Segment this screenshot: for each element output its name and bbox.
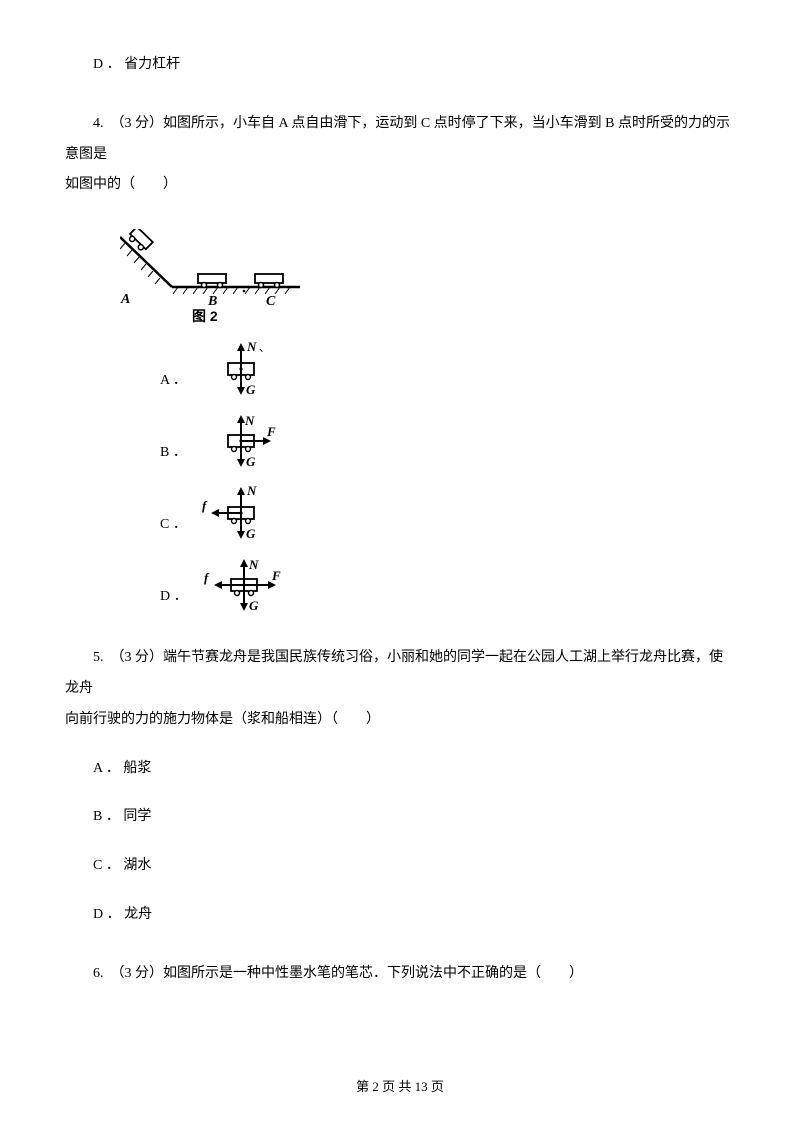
- q5-stem-line2: 向前行驶的力的施力物体是（浆和船相连）（ ）: [65, 705, 735, 736]
- q5-option-b: B ． 同学: [65, 802, 735, 833]
- page-footer: 第 2 页 共 13 页: [0, 1073, 800, 1102]
- label-a: A: [120, 292, 130, 307]
- q6-stem: 6. （3 分）如图所示是一种中性墨水笔的笔芯．下列说法中不正确的是（ ）: [65, 959, 735, 990]
- q4-option-b: B ． N G F: [160, 413, 735, 471]
- svg-text:G: G: [246, 382, 256, 397]
- svg-text:、: 、: [259, 342, 270, 354]
- q4-option-c-label: C ．: [160, 510, 187, 543]
- svg-text:f: f: [204, 570, 210, 585]
- svg-text:N: N: [248, 557, 259, 572]
- svg-text:G: G: [246, 454, 256, 469]
- q4-option-b-label: B ．: [160, 438, 187, 471]
- svg-text:N: N: [246, 485, 257, 498]
- q4-stem-line2: 如图中的（ ）: [65, 170, 735, 201]
- q4-option-c: C ． N G f: [160, 485, 735, 543]
- svg-text:f: f: [202, 498, 208, 513]
- q4-option-d-label: D ．: [160, 582, 188, 615]
- label-c: C: [266, 294, 276, 309]
- svg-text:G: G: [246, 526, 256, 541]
- q3-option-d: D ． 省力杠杆: [65, 50, 735, 81]
- q5-option-d: D ． 龙舟: [65, 900, 735, 931]
- q4-stem-line1: 4. （3 分）如图所示，小车自 A 点自由滑下，运动到 C 点时停了下来，当小…: [65, 109, 735, 171]
- q4-option-a: A ． N 、 G: [160, 341, 735, 399]
- svg-text:G: G: [249, 598, 259, 613]
- svg-text:F: F: [271, 568, 281, 583]
- fig2-caption: 图 2: [192, 308, 218, 324]
- q5-stem-line1: 5. （3 分）端午节赛龙舟是我国民族传统习俗，小丽和她的同学一起在公园人工湖上…: [65, 643, 735, 705]
- svg-text:N: N: [246, 341, 257, 354]
- svg-text:F: F: [266, 424, 276, 439]
- q4-option-a-label: A ．: [160, 366, 187, 399]
- q5-option-c: C ． 湖水: [65, 851, 735, 882]
- q5-option-a: A ． 船浆: [65, 754, 735, 785]
- q4-main-figure: A B C 图 2: [120, 229, 735, 325]
- q4-option-d: D ． N G f F: [160, 557, 735, 615]
- label-b: B: [207, 294, 217, 309]
- svg-text:N: N: [244, 413, 255, 428]
